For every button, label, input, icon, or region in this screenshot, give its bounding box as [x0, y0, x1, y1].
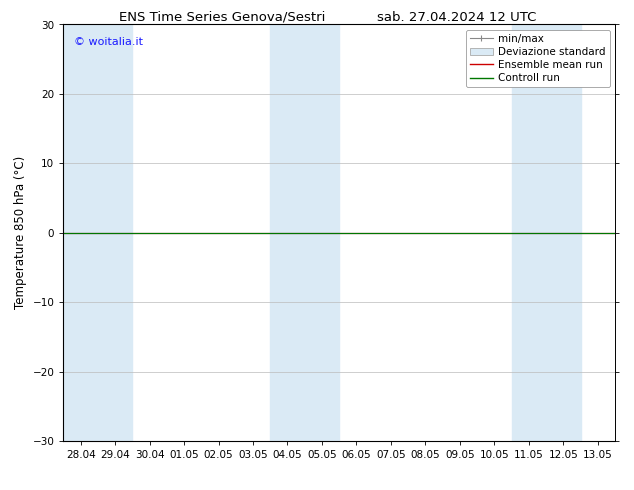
- Text: ENS Time Series Genova/Sestri: ENS Time Series Genova/Sestri: [119, 11, 325, 24]
- Bar: [63, 24, 133, 441]
- Text: sab. 27.04.2024 12 UTC: sab. 27.04.2024 12 UTC: [377, 11, 536, 24]
- Bar: [512, 24, 581, 441]
- Legend: min/max, Deviazione standard, Ensemble mean run, Controll run: min/max, Deviazione standard, Ensemble m…: [466, 30, 610, 87]
- Y-axis label: Temperature 850 hPa (°C): Temperature 850 hPa (°C): [14, 156, 27, 309]
- Bar: [270, 24, 339, 441]
- Text: © woitalia.it: © woitalia.it: [74, 37, 143, 47]
